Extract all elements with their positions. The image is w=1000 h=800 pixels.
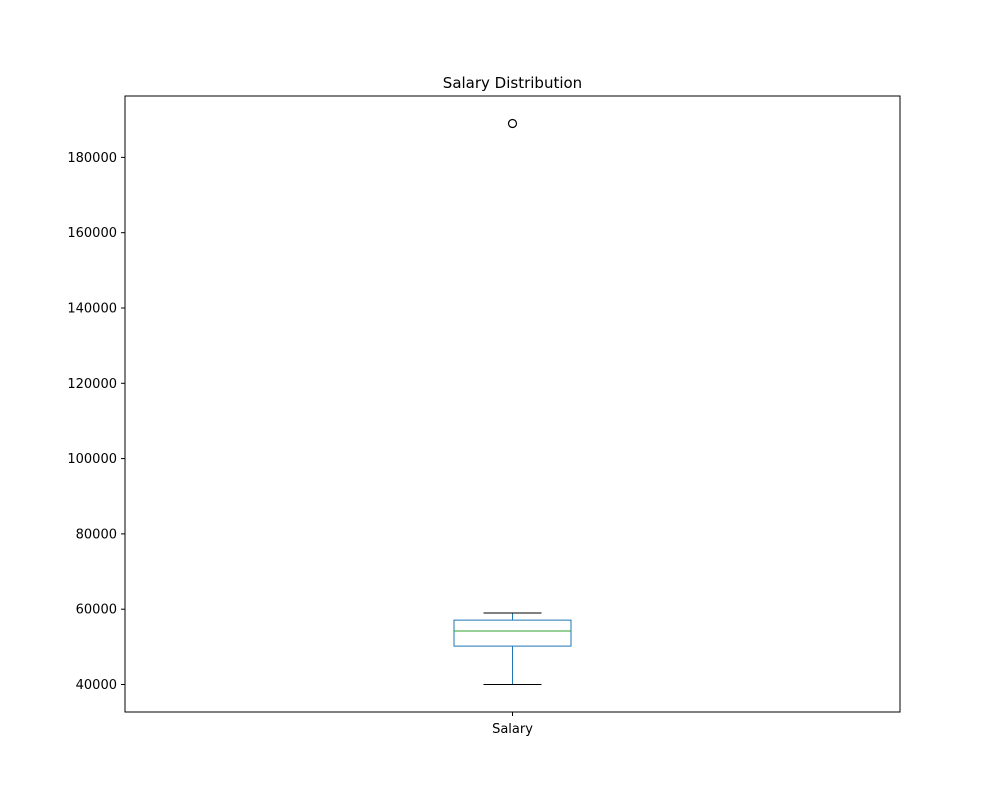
y-tick-label: 120000 [67, 377, 117, 392]
y-tick-label: 160000 [67, 226, 117, 241]
outlier-point [507, 118, 518, 129]
y-tick-label: 180000 [67, 151, 117, 166]
plot-area [125, 96, 900, 712]
y-tick-label: 40000 [76, 678, 117, 693]
x-axis: Salary [492, 712, 533, 737]
y-tick-label: 100000 [67, 452, 117, 467]
plot-frame [124, 95, 901, 713]
iqr-box [453, 619, 572, 647]
x-tick-label: Salary [492, 722, 533, 737]
y-tick-label: 60000 [76, 603, 117, 618]
y-tick-label: 80000 [76, 527, 117, 542]
y-axis: 40000 60000 80000 100000 120000 140000 160000 1… [67, 151, 125, 693]
chart-title: Salary Distribution [443, 74, 582, 92]
y-tick-label: 140000 [67, 301, 117, 316]
box-plot [453, 118, 572, 686]
